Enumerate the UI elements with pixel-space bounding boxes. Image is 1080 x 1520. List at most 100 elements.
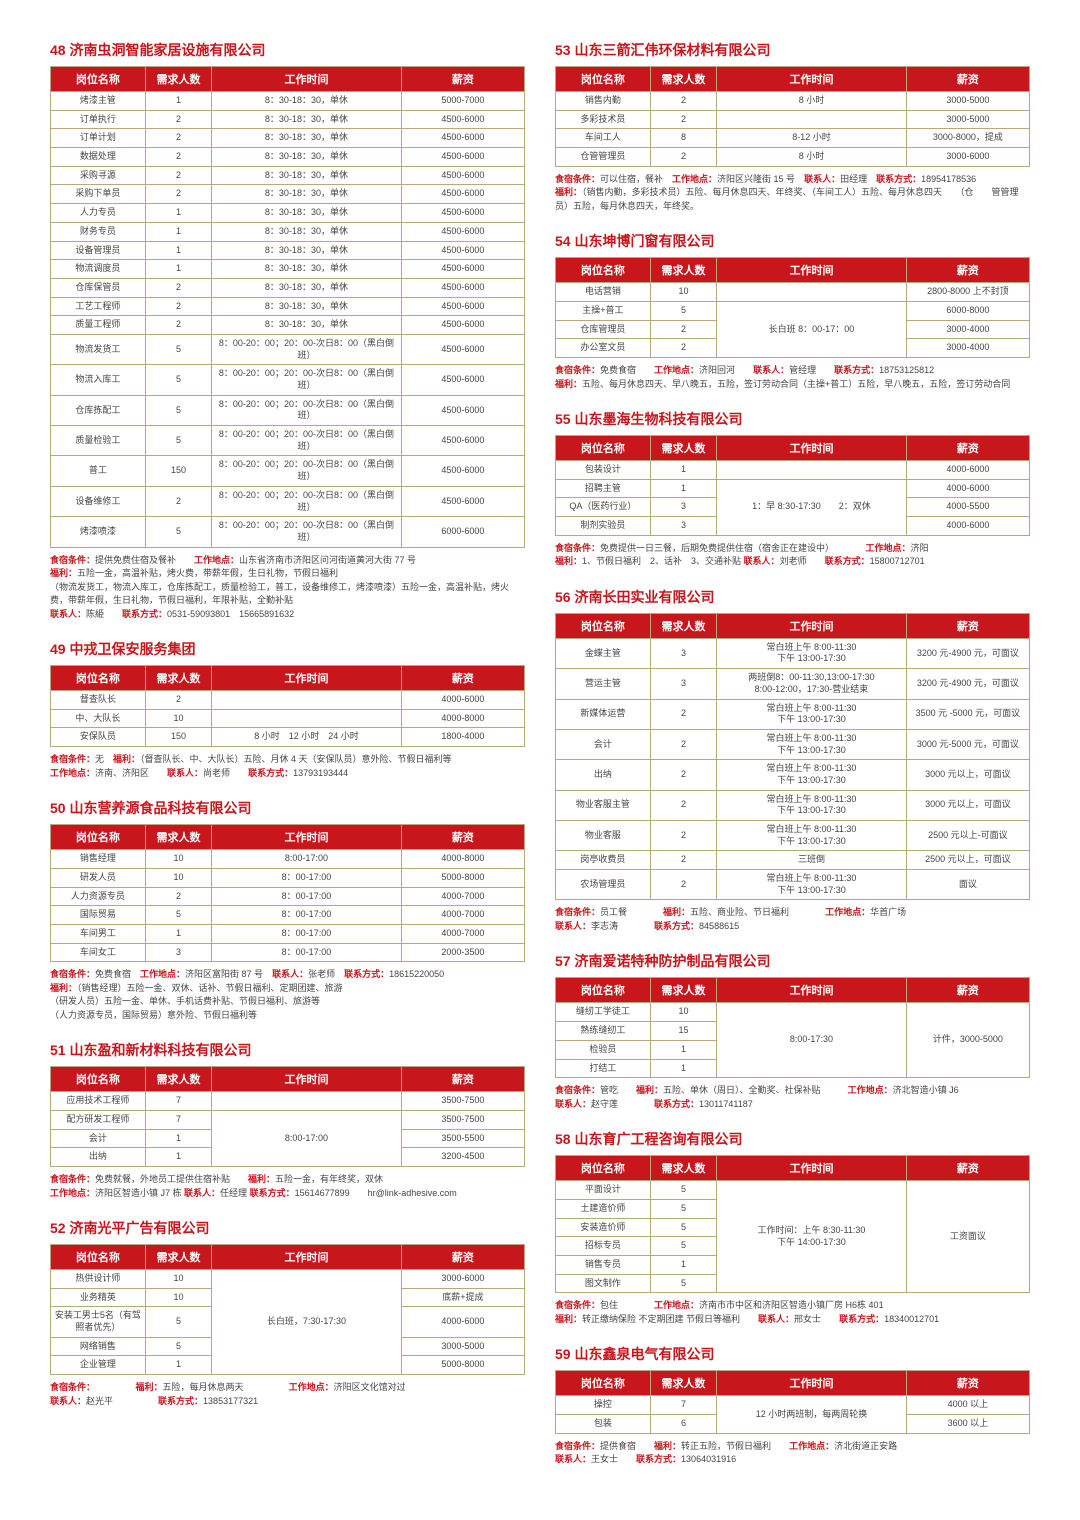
company-title: 55 山东墨海生物科技有限公司	[555, 409, 1030, 429]
table-row: 物流调度员18：30-18：30，单休4500-6000	[51, 260, 525, 279]
company-block: 48 济南虫洞智能家居设施有限公司岗位名称需求人数工作时间薪资烤漆主管18：30…	[50, 40, 525, 621]
company-block: 56 济南长田实业有限公司岗位名称需求人数工作时间薪资金蝶主管3常白班上午 8:…	[555, 587, 1030, 934]
table-row: 中、大队长104000-8000	[51, 709, 525, 728]
table-row: 人力资源专员28：00-17:004000-7000	[51, 887, 525, 906]
company-block: 55 山东墨海生物科技有限公司岗位名称需求人数工作时间薪资包装设计14000-6…	[555, 409, 1030, 569]
table-row: 车间工人88-12 小时3000-8000，提成	[556, 129, 1030, 148]
table-row: 研发人员108：00-17:005000-8000	[51, 868, 525, 887]
info-block: 食宿条件：免费提供一日三餐，后期免费提供住宿（宿舍正在建设中） 工作地点：济阳福…	[555, 542, 1030, 569]
company-block: 49 中戎卫保安服务集团岗位名称需求人数工作时间薪资督查队长24000-6000…	[50, 639, 525, 780]
table-row: 仓库拣配工58：00-20：00；20：00-次日8：00（黑白倒班）4500-…	[51, 395, 525, 425]
info-block: 食宿条件：无 福利：（督查队长、中、大队长）五险、月休 4 天（安保队员）意外险…	[50, 753, 525, 780]
table-row: 工艺工程师28：30-18：30，单休4500-6000	[51, 297, 525, 316]
company-block: 51 山东盈和新材料科技有限公司岗位名称需求人数工作时间薪资应用技术工程师735…	[50, 1040, 525, 1200]
table-row: 质量工程师28：30-18：30，单休4500-6000	[51, 316, 525, 335]
company-block: 54 山东坤博门窗有限公司岗位名称需求人数工作时间薪资电话营销102800-80…	[555, 231, 1030, 391]
table-row: 热供设计师10长白班，7:30-17:303000-6000	[51, 1270, 525, 1289]
info-block: 食宿条件：提供免费住宿及餐补 工作地点：山东省济南市济阳区问河街道黄河大街 77…	[50, 554, 525, 622]
table-row: 缝纫工学徒工108:00-17:30计件，3000-5000	[556, 1003, 1030, 1022]
table-row: 营运主管3两班倒8：00-11:30,13:00-17:30 8:00-12:0…	[556, 669, 1030, 699]
table-row: 质量检验工58：00-20：00；20：00-次日8：00（黑白倒班）4500-…	[51, 426, 525, 456]
info-block: 食宿条件：免费食宿 工作地点：济阳区富阳街 87 号 联系人：张老师 联系方式：…	[50, 968, 525, 1022]
table-row: 财务专员18：30-18：30，单休4500-6000	[51, 222, 525, 241]
company-title: 50 山东营养源食品科技有限公司	[50, 798, 525, 818]
company-block: 53 山东三箭汇伟环保材料有限公司岗位名称需求人数工作时间薪资销售内勤28 小时…	[555, 40, 1030, 213]
job-table: 岗位名称需求人数工作时间薪资应用技术工程师73500-7500配方研发工程师78…	[50, 1066, 525, 1167]
company-title: 58 山东育广工程咨询有限公司	[555, 1129, 1030, 1149]
job-table: 岗位名称需求人数工作时间薪资烤漆主管18：30-18：30，单休5000-700…	[50, 66, 525, 548]
table-row: 采购寻源28：30-18：30，单休4500-6000	[51, 166, 525, 185]
company-block: 57 济南爱诺特种防护制品有限公司岗位名称需求人数工作时间薪资缝纫工学徒工108…	[555, 951, 1030, 1111]
info-block: 食宿条件：员工餐 福利：五险、商业险、节日福利 工作地点：华首广场联系人：李志涛…	[555, 906, 1030, 933]
info-block: 食宿条件：提供食宿 福利：转正五险，节假日福利 工作地点：济北街道正安路联系人：…	[555, 1440, 1030, 1467]
table-row: 车间女工38：00-17:002000-3500	[51, 943, 525, 962]
table-row: 销售内勤28 小时3000-5000	[556, 92, 1030, 111]
table-row: 仓管管理员28 小时3000-6000	[556, 148, 1030, 167]
company-title: 59 山东鑫泉电气有限公司	[555, 1344, 1030, 1364]
info-block: 食宿条件：包住 工作地点：济南市市中区和济阳区智造小镇厂房 H6栋 401福利：…	[555, 1299, 1030, 1326]
table-row: 设备维修工28：00-20：00；20：00-次日8：00（黑白倒班）4500-…	[51, 486, 525, 516]
job-table: 岗位名称需求人数工作时间薪资金蝶主管3常白班上午 8:00-11:30 下午 1…	[555, 613, 1030, 901]
table-row: 多彩技术员23000-5000	[556, 110, 1030, 129]
info-block: 食宿条件：免费就餐，外地员工提供住宿补贴 福利：五险一金，有年终奖，双休工作地点…	[50, 1173, 525, 1200]
table-row: 订单执行28：30-18：30，单休4500-6000	[51, 110, 525, 129]
company-title: 56 济南长田实业有限公司	[555, 587, 1030, 607]
table-row: 操控712 小时两班制，每两周轮换4000 以上	[556, 1396, 1030, 1415]
table-row: 设备管理员18：30-18：30，单休4500-6000	[51, 241, 525, 260]
table-row: 采购下单员28：30-18：30，单休4500-6000	[51, 185, 525, 204]
table-row: 安保队员1508 小时 12 小时 24 小时1800-4000	[51, 728, 525, 747]
info-block: 食宿条件：管吃 福利：五险、单休（周日）、全勤奖、社保补贴 工作地点：济北智造小…	[555, 1084, 1030, 1111]
table-row: 岗亭收费员2三班倒2500 元以上，可面议	[556, 851, 1030, 870]
company-title: 52 济南光平广告有限公司	[50, 1218, 525, 1238]
table-row: 物业客服主管2常白班上午 8:00-11:30 下午 13:00-17:3030…	[556, 790, 1030, 820]
job-table: 岗位名称需求人数工作时间薪资督查队长24000-6000中、大队长104000-…	[50, 665, 525, 747]
table-row: 物流发货工58：00-20：00；20：00-次日8：00（黑白倒班）4500-…	[51, 334, 525, 364]
table-row: 订单计划28：30-18：30，单休4500-6000	[51, 129, 525, 148]
job-table: 岗位名称需求人数工作时间薪资包装设计14000-6000招聘主管11：早 8:3…	[555, 435, 1030, 536]
table-row: 电话营销102800-8000 上不封顶	[556, 283, 1030, 302]
company-block: 58 山东育广工程咨询有限公司岗位名称需求人数工作时间薪资平面设计5工作时间：上…	[555, 1129, 1030, 1326]
table-row: 人力专员18：30-18：30，单休4500-6000	[51, 204, 525, 223]
table-row: 招聘主管11：早 8:30-17:30 2：双休4000-6000	[556, 479, 1030, 498]
table-row: 烤漆主管18：30-18：30，单休5000-7000	[51, 92, 525, 111]
company-block: 52 济南光平广告有限公司岗位名称需求人数工作时间薪资热供设计师10长白班，7:…	[50, 1218, 525, 1408]
info-block: 食宿条件：免费食宿 工作地点：济阳回河 联系人：管经理 联系方式：1875312…	[555, 364, 1030, 391]
table-row: 物流入库工58：00-20：00；20：00-次日8：00（黑白倒班）4500-…	[51, 365, 525, 395]
company-title: 54 山东坤博门窗有限公司	[555, 231, 1030, 251]
table-row: 销售经理108:00-17:004000-8000	[51, 850, 525, 869]
table-row: 出纳2常白班上午 8:00-11:30 下午 13:00-17:303000 元…	[556, 760, 1030, 790]
table-row: 烤漆喷漆58：00-20：00；20：00-次日8：00（黑白倒班）6000-6…	[51, 517, 525, 547]
company-title: 48 济南虫洞智能家居设施有限公司	[50, 40, 525, 60]
table-row: 物业客服2常白班上午 8:00-11:30 下午 13:00-17:302500…	[556, 821, 1030, 851]
job-table: 岗位名称需求人数工作时间薪资缝纫工学徒工108:00-17:30计件，3000-…	[555, 977, 1030, 1078]
table-row: 会计2常白班上午 8:00-11:30 下午 13:00-17:303000 元…	[556, 729, 1030, 759]
company-title: 51 山东盈和新材料科技有限公司	[50, 1040, 525, 1060]
job-table: 岗位名称需求人数工作时间薪资热供设计师10长白班，7:30-17:303000-…	[50, 1244, 525, 1375]
company-block: 59 山东鑫泉电气有限公司岗位名称需求人数工作时间薪资操控712 小时两班制，每…	[555, 1344, 1030, 1466]
table-row: 配方研发工程师78:00-17:003500-7500	[51, 1110, 525, 1129]
info-block: 食宿条件： 福利：五险，每月休息两天 工作地点：济阳区文化馆对过联系人：赵光平 …	[50, 1381, 525, 1408]
table-row: 国际贸易58：00-17:004000-7000	[51, 906, 525, 925]
table-row: 平面设计5工作时间：上午 8:30-11:30 下午 14:00-17:30工资…	[556, 1181, 1030, 1200]
job-table: 岗位名称需求人数工作时间薪资电话营销102800-8000 上不封顶主操+普工5…	[555, 257, 1030, 358]
table-row: 车间男工18：00-17:004000-7000	[51, 924, 525, 943]
company-block: 50 山东营养源食品科技有限公司岗位名称需求人数工作时间薪资销售经理108:00…	[50, 798, 525, 1022]
company-title: 49 中戎卫保安服务集团	[50, 639, 525, 659]
table-row: 仓库保管员28：30-18：30，单休4500-6000	[51, 278, 525, 297]
company-title: 57 济南爱诺特种防护制品有限公司	[555, 951, 1030, 971]
table-row: 应用技术工程师73500-7500	[51, 1092, 525, 1111]
job-table: 岗位名称需求人数工作时间薪资平面设计5工作时间：上午 8:30-11:30 下午…	[555, 1155, 1030, 1293]
table-row: 农场管理员2常白班上午 8:00-11:30 下午 13:00-17:30面议	[556, 870, 1030, 900]
info-block: 食宿条件：可以住宿，餐补 工作地点：济阳区兴隆街 15 号 联系人：田经理 联系…	[555, 173, 1030, 214]
table-row: 包装设计14000-6000	[556, 461, 1030, 480]
table-row: 金蝶主管3常白班上午 8:00-11:30 下午 13:00-17:303200…	[556, 638, 1030, 668]
table-row: 新媒体运营2常白班上午 8:00-11:30 下午 13:00-17:30350…	[556, 699, 1030, 729]
table-row: 普工1508：00-20：00；20：00-次日8：00（黑白倒班）4500-6…	[51, 456, 525, 486]
table-row: 数据处理28：30-18：30，单休4500-6000	[51, 148, 525, 167]
company-title: 53 山东三箭汇伟环保材料有限公司	[555, 40, 1030, 60]
table-row: 督查队长24000-6000	[51, 691, 525, 710]
job-table: 岗位名称需求人数工作时间薪资操控712 小时两班制，每两周轮换4000 以上包装…	[555, 1370, 1030, 1433]
job-table: 岗位名称需求人数工作时间薪资销售经理108:00-17:004000-8000研…	[50, 824, 525, 962]
job-table: 岗位名称需求人数工作时间薪资销售内勤28 小时3000-5000多彩技术员230…	[555, 66, 1030, 167]
table-row: 主操+普工5长白班 8：00-17：006000-8000	[556, 301, 1030, 320]
